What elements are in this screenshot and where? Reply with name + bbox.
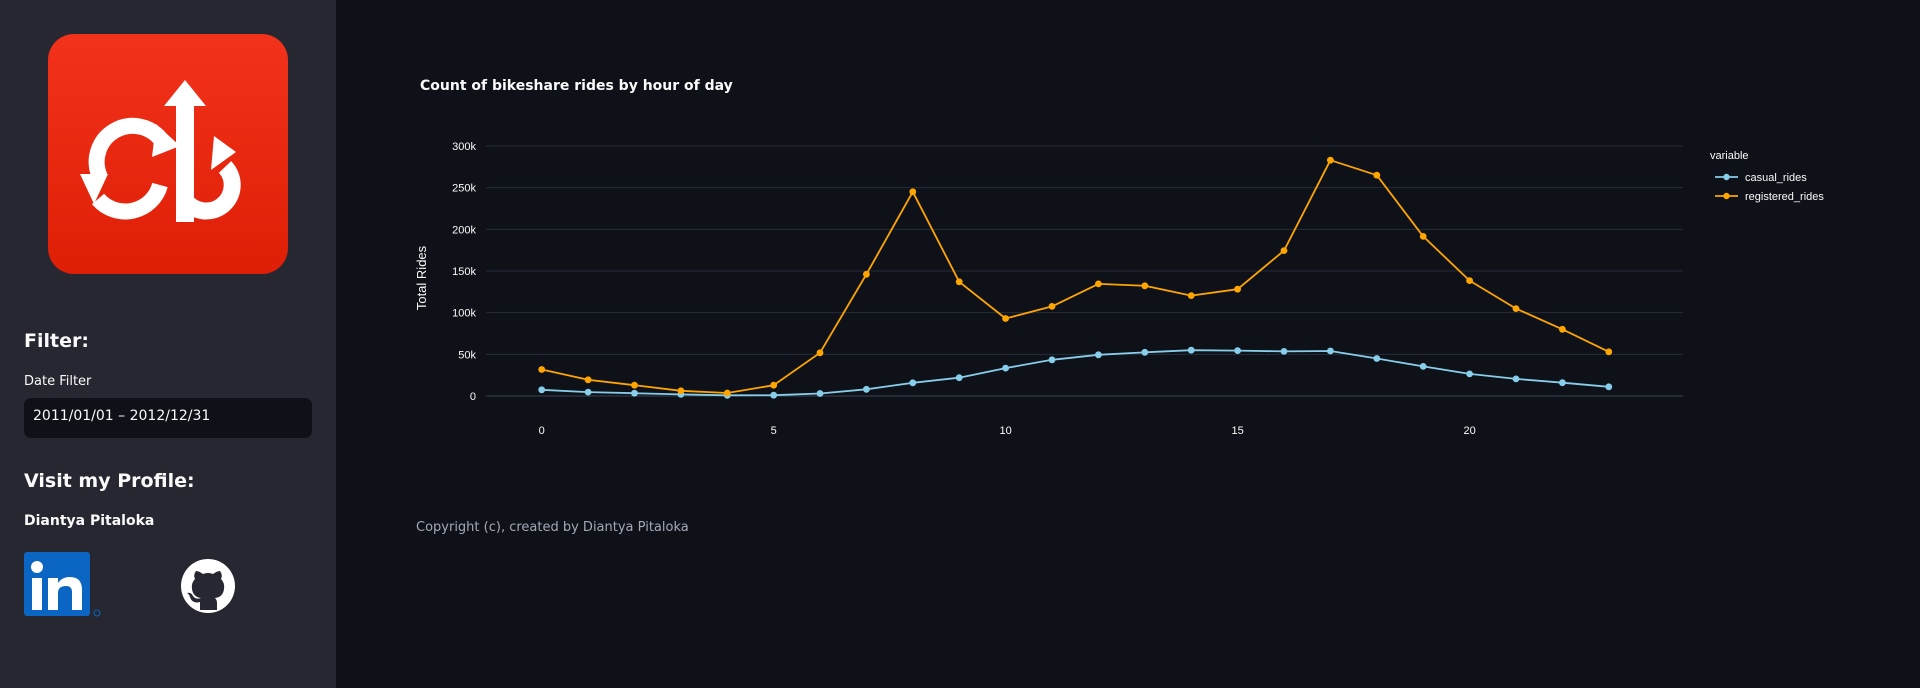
author-name: Diantya Pitaloka <box>24 513 155 529</box>
data-point <box>863 385 870 393</box>
y-axis-label: Total Rides <box>414 245 429 310</box>
data-point <box>770 391 778 399</box>
data-point <box>955 374 963 382</box>
data-point <box>816 390 824 397</box>
data-point <box>584 388 592 396</box>
data-point <box>538 366 546 373</box>
chart-title: Count of bikeshare rides by hour of day <box>420 78 733 94</box>
data-point <box>1095 280 1102 288</box>
data-point <box>1095 351 1102 359</box>
data-point <box>909 188 917 196</box>
copyright-text: Copyright (c), created by Diantya Pitalo… <box>416 520 689 535</box>
date-filter-label: Date Filter <box>24 374 92 389</box>
data-point <box>1187 292 1195 299</box>
x-tick-label: 0 <box>539 425 545 437</box>
sidebar: Filter: Date Filter 2011/01/01 – 2012/12… <box>0 0 336 688</box>
data-point <box>1373 355 1381 362</box>
data-point <box>1002 364 1009 372</box>
x-tick-label: 20 <box>1463 425 1475 437</box>
bikeshare-logo <box>48 34 288 274</box>
data-point <box>1512 375 1520 383</box>
legend-entry-casual-rides: casual_rides <box>1745 172 1807 184</box>
profile-title: Visit my Profile: <box>24 470 195 492</box>
data-point <box>1002 315 1009 322</box>
x-tick-label: 10 <box>1000 425 1012 437</box>
data-point <box>1048 356 1056 364</box>
data-point <box>631 389 638 397</box>
legend-title: variable <box>1710 150 1749 162</box>
y-tick-label: 250k <box>452 183 476 195</box>
y-tick-label: 150k <box>452 266 476 278</box>
data-point <box>1419 363 1427 370</box>
data-point <box>955 278 963 286</box>
legend-marker <box>1723 192 1730 200</box>
data-point <box>1234 285 1241 293</box>
data-point <box>1234 347 1241 354</box>
y-tick-label: 200k <box>452 224 476 236</box>
data-point <box>1327 347 1334 355</box>
data-point <box>1512 305 1520 312</box>
x-tick-label: 5 <box>771 425 777 437</box>
data-point <box>1466 370 1473 378</box>
data-point <box>909 379 917 387</box>
data-point <box>816 349 824 357</box>
filter-title: Filter: <box>24 330 89 352</box>
gridlines <box>486 145 1683 397</box>
data-point <box>1048 303 1056 310</box>
y-tick-label: 100k <box>452 308 476 320</box>
series-registered-rides <box>538 156 1613 397</box>
data-point <box>1280 247 1288 254</box>
date-filter-input[interactable]: 2011/01/01 – 2012/12/31 <box>24 398 312 438</box>
x-tick-label: 15 <box>1231 425 1243 437</box>
data-point <box>863 270 870 278</box>
data-point <box>677 387 685 395</box>
data-point <box>1141 348 1149 356</box>
rides-line-chart: Total Rides variable casual_ridesregiste… <box>414 141 1824 437</box>
data-point <box>1327 156 1334 164</box>
y-tick-label: 300k <box>452 141 476 153</box>
github-icon[interactable] <box>180 558 236 614</box>
data-point <box>1466 277 1473 284</box>
data-point <box>1605 383 1613 391</box>
data-point <box>1419 233 1427 240</box>
data-point <box>1280 348 1288 355</box>
data-point <box>1187 346 1195 354</box>
bikeshare-logo-icon <box>80 80 241 222</box>
data-point <box>538 386 546 394</box>
legend-marker <box>1723 173 1730 181</box>
data-point <box>631 381 638 389</box>
y-tick-label: 50k <box>458 349 476 361</box>
legend-entry-registered-rides: registered_rides <box>1745 191 1824 203</box>
series-line-casual-rides <box>541 349 1609 397</box>
data-point <box>723 389 731 397</box>
data-point <box>770 381 778 389</box>
data-point <box>1141 282 1149 290</box>
y-tick-label: 0 <box>470 391 476 403</box>
series-line-registered-rides <box>541 159 1610 394</box>
linkedin-icon[interactable] <box>24 552 102 618</box>
data-point <box>1559 379 1566 387</box>
legend: variable casual_rides registered_rides <box>1710 150 1824 203</box>
data-point <box>1559 325 1566 333</box>
data-point <box>1605 348 1613 356</box>
data-point <box>584 376 592 384</box>
data-point <box>1373 171 1381 179</box>
